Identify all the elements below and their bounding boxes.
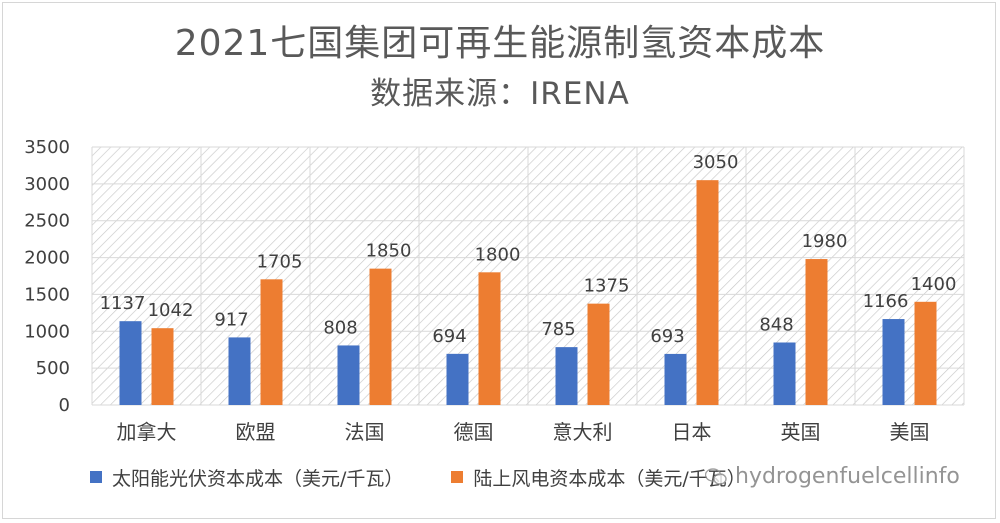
- data-label-wind: 3050: [693, 152, 739, 173]
- legend: 太阳能光伏资本成本（美元/千瓦） 陆上风电资本成本（美元/千瓦）: [90, 462, 794, 492]
- data-label-solar: 848: [759, 314, 793, 335]
- bar-wind: [914, 301, 937, 405]
- legend-label-solar: 太阳能光伏资本成本（美元/千瓦）: [112, 467, 404, 490]
- data-label-solar: 1166: [863, 291, 909, 312]
- data-label-wind: 1980: [802, 231, 848, 252]
- bar-wind: [369, 268, 392, 405]
- legend-swatch-solar: [90, 471, 102, 483]
- y-tick-label: 2500: [24, 211, 70, 232]
- x-category-label: 德国: [454, 420, 494, 444]
- bar-wind: [151, 328, 174, 405]
- bar-wind: [478, 272, 501, 405]
- data-label-wind: 1400: [911, 274, 957, 295]
- data-label-solar: 808: [323, 317, 357, 338]
- x-category-label: 意大利: [553, 420, 613, 444]
- legend-item-wind: 陆上风电资本成本（美元/千瓦）: [451, 464, 746, 491]
- x-category-label: 日本: [672, 420, 712, 444]
- watermark-text: hydrogenfuelcellinfo: [735, 464, 960, 489]
- bar-solar: [882, 319, 905, 405]
- data-label-wind: 1850: [366, 241, 412, 262]
- x-category-label: 英国: [781, 420, 821, 444]
- bar-wind: [587, 303, 610, 405]
- x-category-label: 美国: [890, 420, 930, 444]
- y-tick-label: 1000: [24, 321, 70, 342]
- bar-solar: [228, 337, 251, 405]
- legend-label-wind: 陆上风电资本成本（美元/千瓦）: [473, 467, 746, 490]
- y-tick-label: 500: [36, 358, 70, 379]
- watermark: hydrogenfuelcellinfo: [705, 464, 960, 489]
- bar-solar: [664, 353, 687, 405]
- x-category-label: 欧盟: [236, 420, 276, 444]
- bar-solar: [773, 342, 796, 405]
- bar-solar: [119, 321, 142, 405]
- data-label-wind: 1042: [148, 300, 194, 321]
- legend-swatch-wind: [451, 471, 464, 483]
- bar-wind: [260, 279, 283, 405]
- bar-wind: [696, 180, 719, 405]
- y-tick-label: 2000: [24, 248, 70, 269]
- chart-title: 2021七国集团可再生能源制氢资本成本: [174, 23, 826, 64]
- data-label-wind: 1375: [584, 276, 630, 297]
- data-label-solar: 1137: [100, 293, 146, 314]
- data-label-solar: 693: [650, 326, 684, 347]
- data-label-solar: 917: [214, 309, 248, 330]
- y-tick-label: 1500: [24, 284, 70, 305]
- bar-solar: [555, 347, 578, 405]
- data-label-solar: 694: [432, 326, 466, 347]
- x-category-label: 法国: [345, 420, 385, 444]
- bar-solar: [337, 345, 360, 405]
- bar-solar: [446, 353, 469, 405]
- data-label-wind: 1800: [475, 244, 521, 265]
- wechat-icon: [705, 467, 727, 485]
- y-tick-label: 3500: [24, 137, 70, 158]
- chart-subtitle: 数据来源：IRENA: [370, 76, 630, 112]
- legend-item-solar: 太阳能光伏资本成本（美元/千瓦）: [90, 464, 403, 491]
- y-tick-label: 0: [59, 395, 70, 416]
- bar-wind: [805, 259, 828, 405]
- y-tick-label: 3000: [24, 174, 70, 195]
- x-category-label: 加拿大: [117, 420, 177, 444]
- data-label-wind: 1705: [257, 251, 303, 272]
- data-label-solar: 785: [541, 319, 575, 340]
